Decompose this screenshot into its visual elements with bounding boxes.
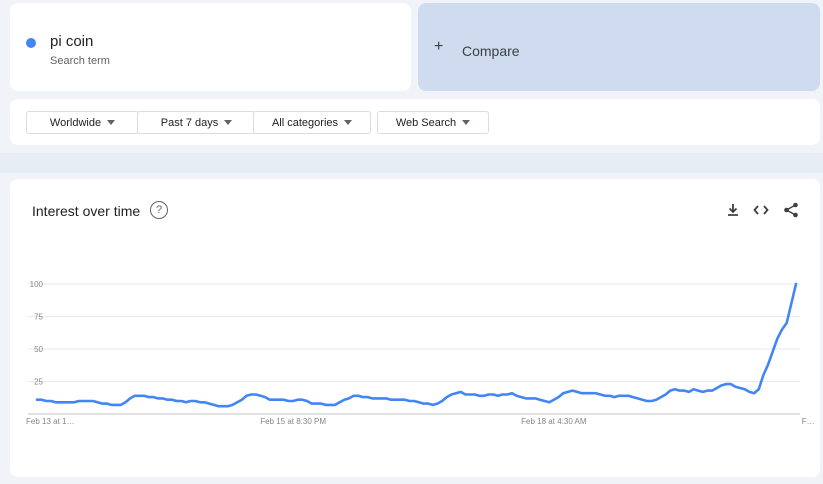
compare-label: Compare [462,43,520,59]
share-icon[interactable] [782,201,800,219]
x-tick-label: Feb 13 at 1… [26,417,74,426]
y-tick-label: 50 [34,345,43,354]
plus-icon: + [434,38,444,55]
y-tick-label: 75 [34,313,43,322]
region-dropdown[interactable]: Worldwide [26,111,139,134]
x-tick-label: F… [802,417,815,426]
y-tick-label: 100 [30,280,44,289]
search-term-card[interactable]: pi coin Search term [10,3,411,91]
search-type-value: Web Search [395,116,457,129]
series-line [35,282,798,408]
search-term-subtitle: Search term [50,55,110,67]
caret-down-icon [107,120,116,125]
chart-section-title: Interest over time [32,203,141,219]
caret-down-icon [224,120,233,125]
download-icon[interactable] [724,201,742,219]
section-divider [0,153,823,173]
category-dropdown[interactable]: All categories [253,111,371,134]
x-tick-label: Feb 18 at 4:30 AM [521,417,587,426]
region-value: Worldwide [49,116,102,129]
help-circle-icon[interactable]: ? [150,201,168,219]
y-tick-label: 25 [34,378,43,387]
embed-code-icon[interactable] [752,201,770,219]
caret-down-icon [344,120,353,125]
interest-over-time-card: Interest over time ? [10,179,820,477]
compare-button[interactable]: + Compare [418,3,820,91]
series-color-dot [26,38,36,48]
x-tick-label: Feb 15 at 8:30 PM [260,417,326,426]
filter-bar: Worldwide Past 7 days All categories Web… [10,99,820,145]
caret-down-icon [462,120,471,125]
category-value: All categories [271,116,339,129]
search-term-name[interactable]: pi coin [50,33,94,50]
search-type-dropdown[interactable]: Web Search [377,111,489,134]
time-period-value: Past 7 days [160,116,219,129]
